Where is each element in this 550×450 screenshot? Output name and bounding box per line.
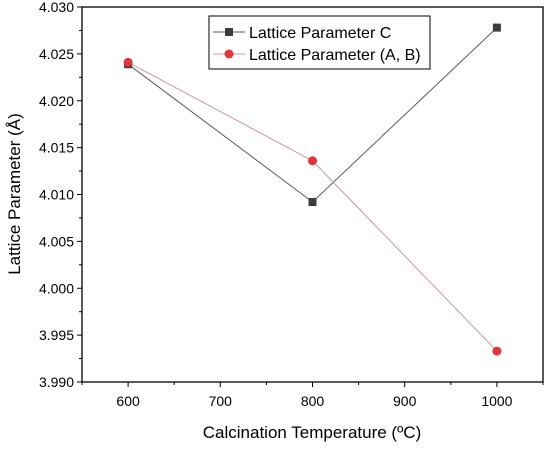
x-tick-label: 800 [301, 393, 325, 409]
y-tick-label: 4.010 [39, 187, 74, 203]
x-axis-title: Calcination Temperature (ºC) [203, 423, 422, 442]
y-axis-title: Lattice Parameter (Å) [5, 113, 24, 275]
legend-label-ab: Lattice Parameter (A, B) [249, 47, 421, 64]
data-point-square [492, 23, 501, 32]
legend-marker-c [225, 28, 233, 36]
x-tick-label: 900 [393, 393, 417, 409]
legend-label-c: Lattice Parameter C [249, 25, 391, 42]
y-tick-label: 4.025 [39, 46, 74, 62]
y-tick-label: 3.990 [39, 374, 74, 390]
y-tick-label: 4.000 [39, 280, 74, 296]
data-point-square [308, 198, 317, 206]
x-axis-ticks: 600 700 800 900 1000 [81, 382, 544, 409]
x-tick-label: 700 [209, 393, 233, 409]
series-layer [123, 23, 502, 356]
legend: Lattice Parameter C Lattice Parameter (A… [208, 15, 431, 70]
data-point-circle [308, 156, 317, 166]
legend-box [208, 15, 431, 70]
x-tick-label: 600 [116, 393, 140, 409]
y-tick-label: 4.030 [39, 0, 74, 15]
y-tick-label: 3.995 [39, 327, 74, 343]
legend-marker-ab [224, 49, 234, 59]
y-tick-label: 4.015 [39, 140, 74, 156]
y-axis-ticks: 3.990 3.995 4.000 4.005 4.010 4.015 4.020 4.025… [39, 0, 82, 390]
y-tick-label: 4.005 [39, 233, 74, 249]
data-point-circle [492, 346, 502, 356]
data-point-circle [123, 57, 133, 67]
x-tick-label: 1000 [481, 393, 512, 409]
y-tick-label: 4.020 [39, 93, 74, 109]
